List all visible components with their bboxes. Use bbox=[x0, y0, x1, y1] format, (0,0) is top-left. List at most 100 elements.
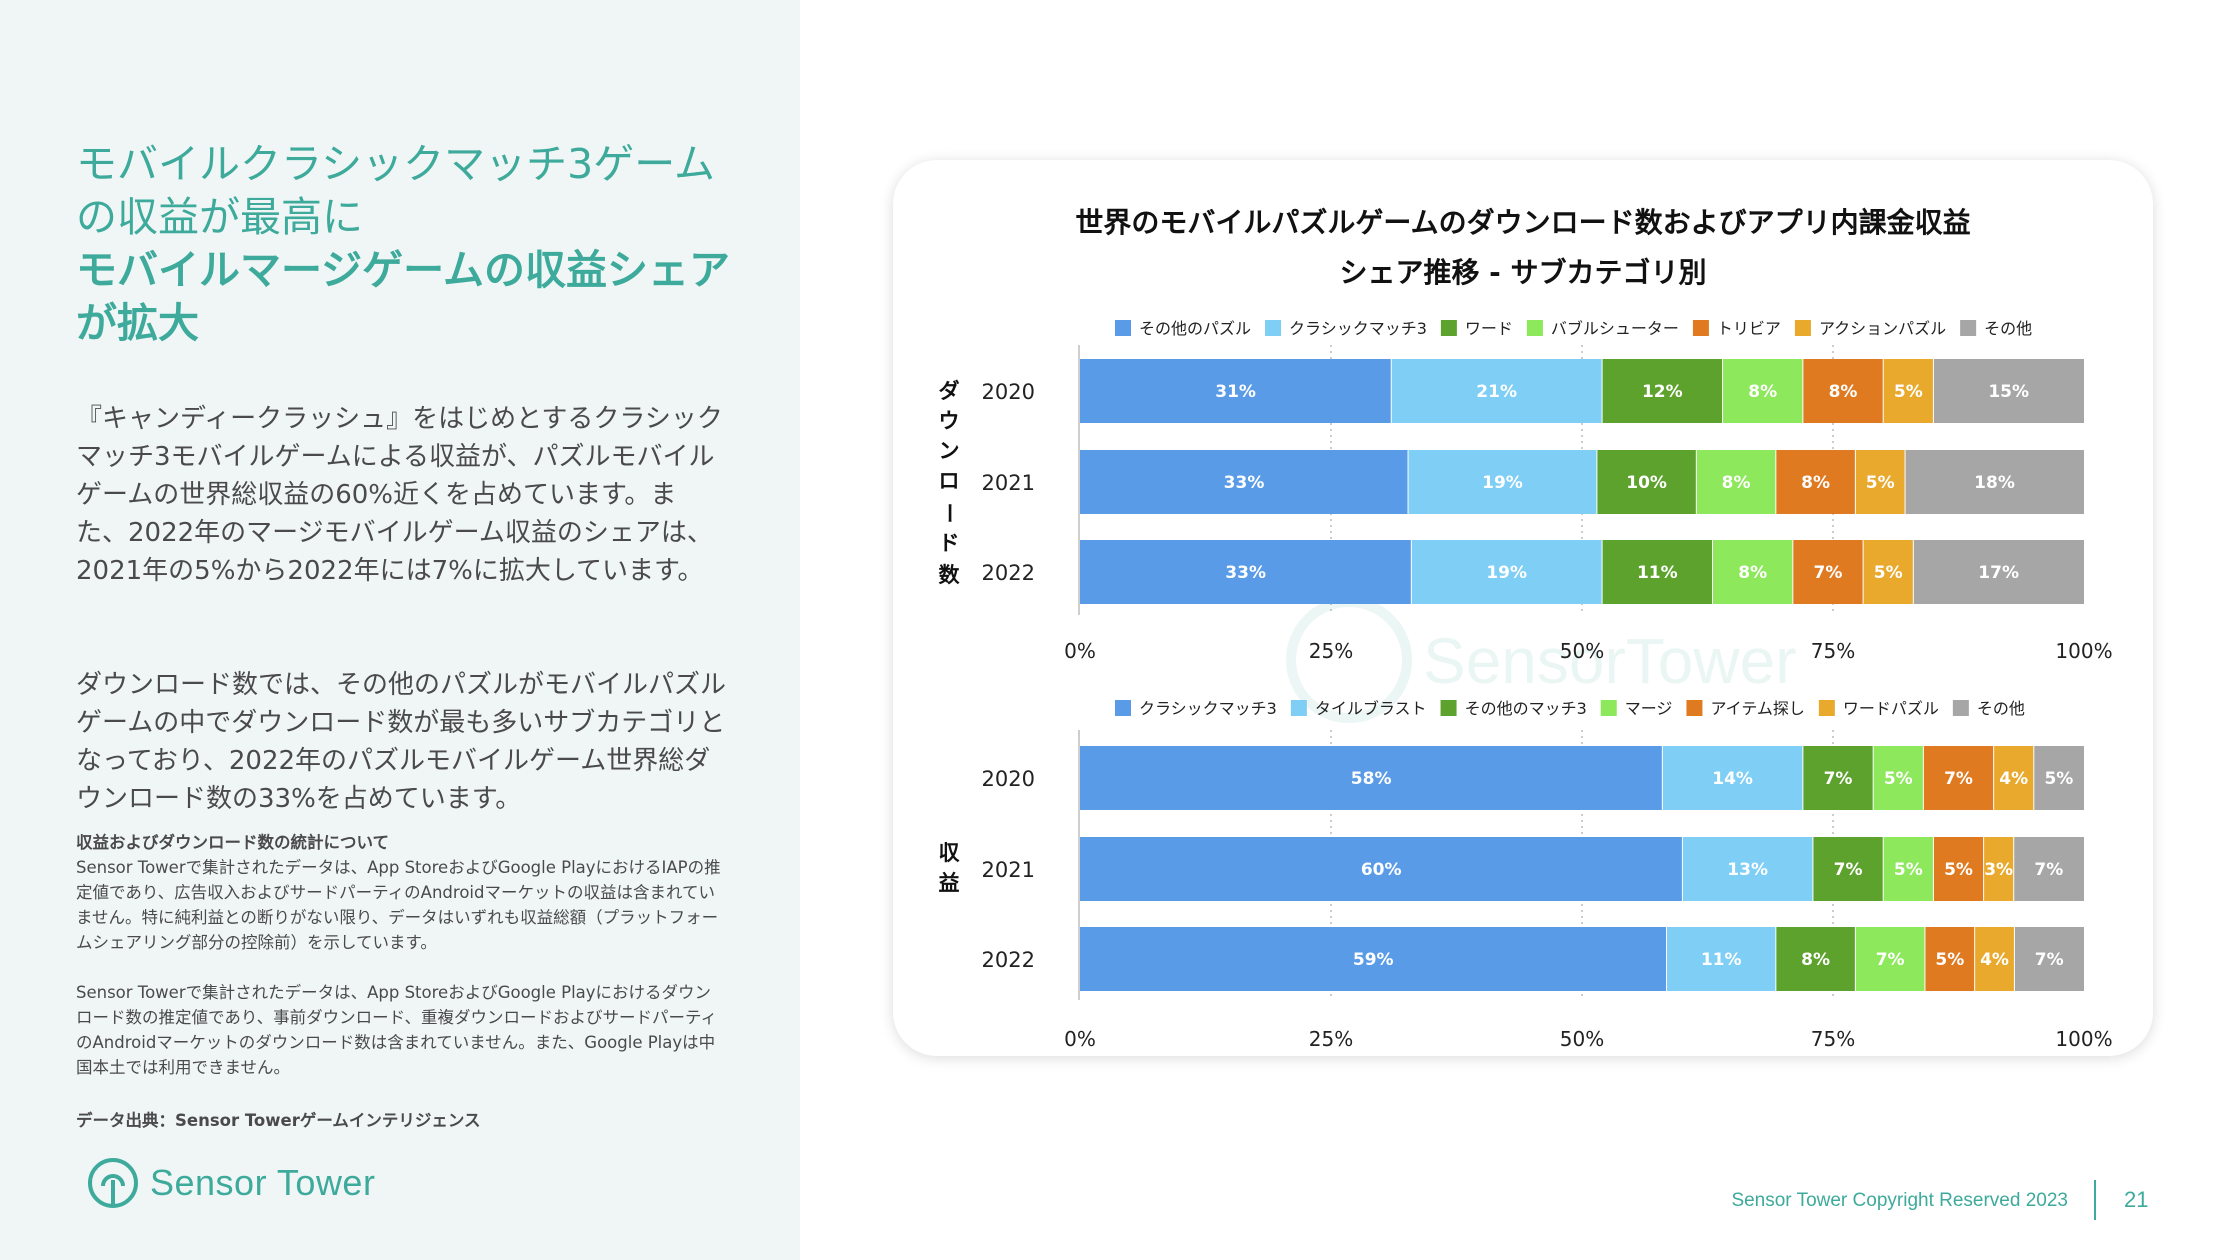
bar-segment-panel1-2020-1 bbox=[1391, 359, 1603, 423]
bar-segment-panel1-2020-0 bbox=[1080, 359, 1392, 423]
data-label-panel1-2020-6: 15% bbox=[1988, 382, 2029, 402]
footer-copyright: Sensor Tower Copyright Reserved 2023 bbox=[1731, 1190, 2068, 1211]
data-label-panel1-2020-5: 5% bbox=[1894, 382, 1923, 402]
footer-divider bbox=[2094, 1180, 2096, 1220]
bar-segment-panel1-2022-6 bbox=[1913, 540, 2084, 604]
bar-segment-panel2-2020-4 bbox=[1923, 746, 1994, 810]
data-label-panel1-2022-4: 7% bbox=[1814, 563, 1843, 583]
data-label-panel1-2021-3: 8% bbox=[1722, 473, 1751, 493]
bar-segment-panel1-2022-5 bbox=[1863, 540, 1914, 604]
data-label-panel1-2020-2: 12% bbox=[1642, 382, 1683, 402]
bar-segment-panel1-2021-3 bbox=[1696, 450, 1776, 514]
bar-segment-panel1-2020-3 bbox=[1722, 359, 1803, 423]
bar-segment-panel1-2021-6 bbox=[1905, 450, 2084, 514]
bar-segment-panel2-2021-3 bbox=[1883, 837, 1934, 901]
legend-label-panel1-1: クラシックマッチ3 bbox=[1289, 319, 1427, 338]
legend-label-panel2-4: アイテム探し bbox=[1710, 699, 1804, 718]
data-label-panel1-2021-1: 19% bbox=[1482, 473, 1523, 493]
x-tick-label-panel1-4: 100% bbox=[2055, 639, 2112, 663]
bar-segment-panel1-2022-2 bbox=[1602, 540, 1713, 604]
chart-card: SensorTower 世界のモバイルパズルゲームのダウンロード数およびアプリ内課… bbox=[893, 160, 2153, 1056]
bar-segment-panel2-2021-1 bbox=[1682, 837, 1813, 901]
note-downloads: Sensor Towerで集計されたデータは、App StoreおよびGoogl… bbox=[76, 983, 718, 1077]
legend-label-panel2-0: クラシックマッチ3 bbox=[1139, 699, 1277, 718]
x-tick-label-panel2-3: 75% bbox=[1811, 1027, 1855, 1051]
bar-segment-panel2-2020-3 bbox=[1873, 746, 1924, 810]
legend-swatch-panel1-3 bbox=[1526, 320, 1543, 336]
legend-swatch-panel2-5 bbox=[1818, 700, 1835, 716]
bar-segment-panel1-2020-6 bbox=[1933, 359, 2084, 423]
ylabel-char-panel1-3: ロ bbox=[939, 469, 960, 493]
legend-label-panel1-5: アクションパズル bbox=[1819, 319, 1946, 338]
data-label-panel2-2020-1: 14% bbox=[1712, 769, 1753, 789]
data-label-panel2-2020-6: 5% bbox=[2044, 769, 2073, 789]
data-label-panel2-2022-0: 59% bbox=[1353, 950, 1394, 970]
data-label-panel2-2022-3: 7% bbox=[1876, 950, 1905, 970]
legend-swatch-panel2-4 bbox=[1686, 700, 1703, 716]
bar-segment-panel1-2020-2 bbox=[1602, 359, 1723, 423]
legend-swatch-panel2-2 bbox=[1440, 700, 1457, 716]
x-tick-label-panel1-1: 25% bbox=[1309, 639, 1353, 663]
bar-segment-panel1-2020-5 bbox=[1883, 359, 1934, 423]
data-label-panel2-2022-4: 5% bbox=[1935, 950, 1964, 970]
category-label-panel2-2021: 2021 bbox=[982, 858, 1035, 882]
bar-segment-panel2-2022-1 bbox=[1666, 927, 1776, 991]
bar-segment-panel1-2021-4 bbox=[1775, 450, 1856, 514]
ylabel-char-panel1-4: ー bbox=[937, 503, 961, 524]
left-panel: モバイルクラシックマッチ3ゲーム の収益が最高に モバイルマージゲームの収益シェ… bbox=[0, 0, 800, 1260]
bar-segment-panel2-2022-6 bbox=[2014, 927, 2084, 991]
headline-line-4: が拡大 bbox=[76, 299, 199, 347]
legend-swatch-panel1-2 bbox=[1440, 320, 1457, 336]
bar-segment-panel2-2021-2 bbox=[1812, 837, 1884, 901]
legend-label-panel2-3: マージ bbox=[1625, 699, 1673, 718]
bar-segment-panel1-2022-3 bbox=[1712, 540, 1793, 604]
bar-segment-panel1-2020-4 bbox=[1802, 359, 1884, 423]
bar-segment-panel2-2022-0 bbox=[1080, 927, 1667, 991]
bar-segment-panel2-2021-4 bbox=[1933, 837, 1984, 901]
data-label-panel2-2021-0: 60% bbox=[1361, 860, 1402, 880]
sensor-tower-logo-icon bbox=[88, 1158, 138, 1208]
headline-line-3: モバイルマージゲームの収益シェア bbox=[76, 246, 730, 294]
legend-swatch-panel1-0 bbox=[1115, 320, 1131, 336]
data-label-panel2-2020-4: 7% bbox=[1944, 769, 1973, 789]
ylabel-char-panel1-6: 数 bbox=[939, 563, 961, 587]
bar-segment-panel2-2022-4 bbox=[1924, 927, 1975, 991]
x-tick-label-panel2-0: 0% bbox=[1064, 1027, 1096, 1051]
data-label-panel1-2020-4: 8% bbox=[1829, 382, 1858, 402]
sensor-tower-logo: Sensor Tower bbox=[86, 1156, 375, 1210]
category-label-panel1-2022: 2022 bbox=[982, 561, 1035, 585]
bar-segment-panel2-2022-5 bbox=[1974, 927, 2015, 991]
legend-label-panel2-2: その他のマッチ3 bbox=[1465, 699, 1587, 718]
data-label-panel1-2021-2: 10% bbox=[1626, 473, 1667, 493]
data-label-panel2-2021-6: 7% bbox=[2034, 860, 2063, 880]
note-revenue: Sensor Towerで集計されたデータは、App StoreおよびGoogl… bbox=[76, 858, 721, 952]
legend-swatch-panel1-4 bbox=[1692, 320, 1709, 336]
data-label-panel2-2022-1: 11% bbox=[1701, 950, 1742, 970]
data-label-panel1-2021-0: 33% bbox=[1224, 473, 1265, 493]
category-label-panel1-2021: 2021 bbox=[982, 471, 1035, 495]
legend-label-panel1-6: その他 bbox=[1984, 319, 2032, 338]
ylabel-char-panel1-0: ダ bbox=[939, 379, 960, 403]
category-label-panel2-2022: 2022 bbox=[982, 948, 1035, 972]
x-tick-label-panel1-0: 0% bbox=[1064, 639, 1096, 663]
bar-segment-panel1-2022-0 bbox=[1080, 540, 1412, 604]
bar-segment-panel2-2020-6 bbox=[2033, 746, 2084, 810]
bar-segment-panel2-2021-6 bbox=[2013, 837, 2084, 901]
chart-title-line-2: シェア推移 - サブカテゴリ別 bbox=[1339, 256, 1706, 289]
headline-line-1: モバイルクラシックマッチ3ゲーム bbox=[76, 140, 716, 188]
data-source: データ出典：Sensor Towerゲームインテリジェンス bbox=[76, 1111, 481, 1130]
legend-label-panel1-2: ワード bbox=[1465, 319, 1513, 338]
data-label-panel2-2020-5: 4% bbox=[1999, 769, 2028, 789]
data-label-panel1-2022-3: 8% bbox=[1738, 563, 1767, 583]
data-label-panel2-2020-3: 5% bbox=[1884, 769, 1913, 789]
headline-line-2: の収益が最高に bbox=[76, 193, 363, 241]
ylabel-char-panel2-1: 益 bbox=[939, 871, 960, 895]
x-tick-label-panel2-4: 100% bbox=[2055, 1027, 2112, 1051]
legend-swatch-panel1-5 bbox=[1794, 320, 1811, 336]
legend-swatch-panel1-1 bbox=[1265, 320, 1282, 336]
ylabel-char-panel2-0: 収 bbox=[939, 841, 961, 865]
data-label-panel2-2022-6: 7% bbox=[2035, 950, 2064, 970]
notes-heading: 収益およびダウンロード数の統計について bbox=[76, 833, 390, 852]
legend-label-panel1-4: トリビア bbox=[1717, 319, 1781, 338]
bar-segment-panel2-2022-3 bbox=[1855, 927, 1925, 991]
